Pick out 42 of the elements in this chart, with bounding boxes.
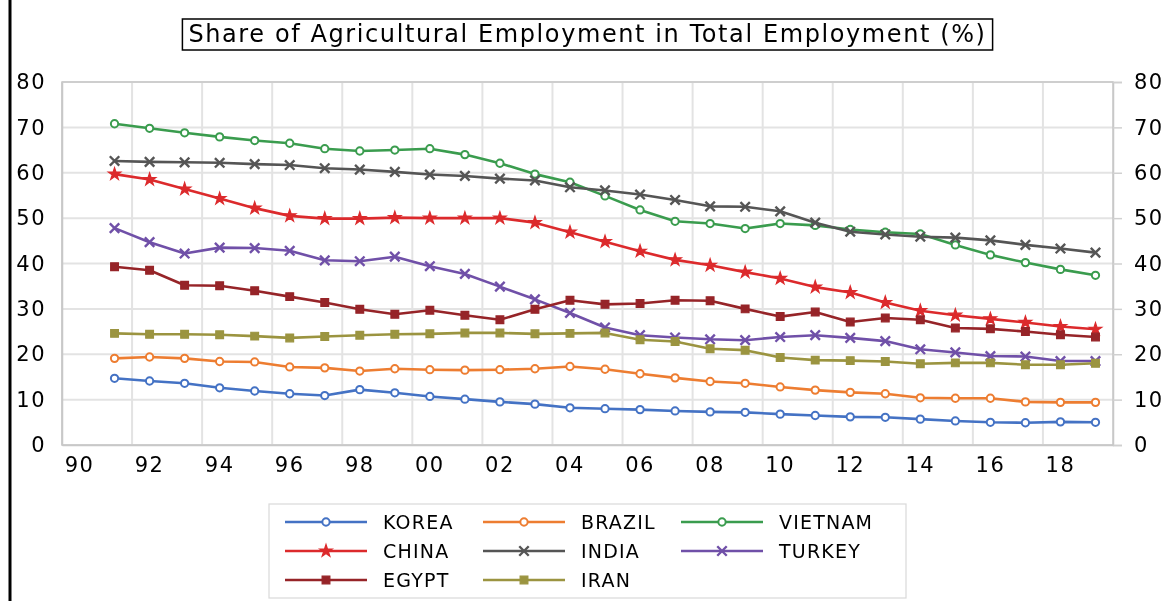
y-tick-label: 80: [16, 70, 46, 95]
x-tick-label: 14: [905, 452, 936, 477]
y2-tick-label: 80: [1134, 70, 1164, 95]
x-tick-label: 04: [555, 452, 585, 477]
y2-tick-label: 40: [1134, 251, 1164, 276]
legend-label: EGYPT: [383, 569, 450, 591]
y-tick-label: 30: [16, 297, 46, 322]
legend-label: CHINA: [383, 540, 450, 562]
y2-tick-label: 0: [1134, 433, 1149, 458]
x-tick-label: 10: [765, 452, 796, 477]
y2-tick-label: 20: [1134, 342, 1164, 367]
y-tick-label: 70: [16, 115, 46, 140]
y2-tick-label: 70: [1134, 115, 1164, 140]
y2-tick-label: 30: [1134, 297, 1164, 322]
x-tick-label: 94: [204, 452, 235, 477]
y-tick-label: 60: [16, 160, 46, 185]
y2-tick-label: 60: [1134, 160, 1164, 185]
y2-tick-label: 50: [1134, 206, 1164, 231]
x-tick-label: 90: [64, 452, 95, 477]
y-tick-label: 10: [16, 387, 46, 412]
x-tick-label: 08: [695, 452, 725, 477]
y2-tick-label: 10: [1134, 387, 1164, 412]
legend-label: IRAN: [581, 569, 632, 591]
y-tick-label: 50: [16, 206, 46, 231]
legend-label: INDIA: [581, 540, 641, 562]
chart-title: Share of Agricultural Employment in Total Employment (%): [188, 20, 987, 48]
x-tick-label: 98: [344, 452, 375, 477]
x-tick-label: 96: [274, 452, 305, 477]
y-tick-label: 40: [16, 251, 46, 276]
y-tick-label: 0: [31, 433, 46, 458]
x-tick-label: 92: [134, 452, 165, 477]
legend-label: KOREA: [383, 511, 454, 533]
x-tick-label: 12: [835, 452, 866, 477]
legend-label: VIETNAM: [779, 511, 874, 533]
legend-label: BRAZIL: [581, 511, 656, 533]
x-tick-label: 18: [1045, 452, 1076, 477]
x-tick-label: 06: [625, 452, 655, 477]
legend-label: TURKEY: [778, 540, 861, 562]
y-tick-label: 20: [16, 342, 46, 367]
x-tick-label: 02: [485, 452, 515, 477]
x-tick-label: 16: [975, 452, 1006, 477]
x-tick-label: 00: [414, 452, 445, 477]
